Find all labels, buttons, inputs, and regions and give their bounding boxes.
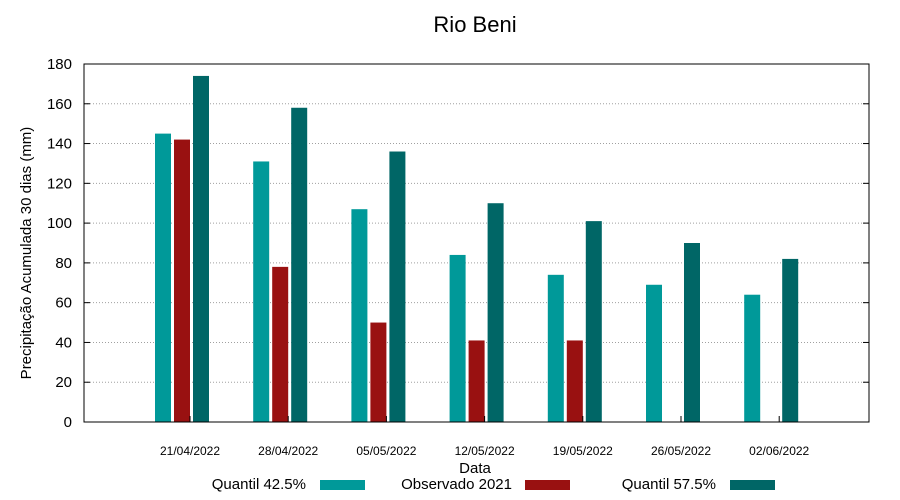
- x-tick-label: 19/05/2022: [553, 444, 613, 458]
- bar-quantil-57-5: [585, 221, 602, 422]
- chart-title: Rio Beni: [433, 12, 516, 37]
- bar-quantil-42-5: [449, 254, 466, 422]
- y-tick-label: 80: [55, 255, 72, 272]
- legend: Quantil 42.5% Observado 2021 Quantil 57.5%: [212, 476, 775, 493]
- legend-label: Quantil 42.5%: [212, 476, 306, 493]
- bar-quantil-42-5: [155, 133, 171, 422]
- bars: [155, 75, 799, 423]
- bar-quantil-57-5: [487, 203, 504, 422]
- legend-swatch: [525, 480, 570, 490]
- bar-quantil-57-5: [193, 75, 209, 422]
- x-tick-label: 21/04/2022: [160, 444, 220, 458]
- y-tick-label: 100: [47, 215, 72, 232]
- bar-quantil-42-5: [351, 209, 368, 422]
- y-tick-label: 60: [55, 295, 72, 312]
- bar-quantil-57-5: [389, 151, 406, 422]
- x-tick-label: 26/05/2022: [651, 444, 711, 458]
- y-tick-label: 180: [47, 56, 72, 73]
- bar-quantil-42-5: [253, 161, 270, 422]
- bar-quantil-42-5: [646, 284, 662, 422]
- bar-observado-2021: [468, 340, 485, 422]
- x-tick-label: 28/04/2022: [258, 444, 318, 458]
- x-axis-label: Data: [459, 460, 491, 477]
- bar-observado-2021: [370, 322, 387, 422]
- y-tick-label: 160: [47, 96, 72, 113]
- y-tick-label: 20: [55, 374, 72, 391]
- y-tick-label: 120: [47, 175, 72, 192]
- bar-observado-2021: [566, 340, 583, 422]
- x-tick-label: 02/06/2022: [749, 444, 809, 458]
- bar-observado-2021: [272, 266, 289, 422]
- legend-swatch: [320, 480, 365, 490]
- bar-quantil-57-5: [782, 258, 799, 422]
- legend-label: Observado 2021: [401, 476, 512, 493]
- legend-label: Quantil 57.5%: [622, 476, 716, 493]
- plot-frame: [83, 63, 870, 423]
- bar-observado-2021: [174, 139, 190, 423]
- bar-quantil-57-5: [291, 107, 308, 422]
- y-axis-ticks: 0 20 40 60 80 100 120 140 160 180: [47, 56, 869, 431]
- x-tick-label: 05/05/2022: [356, 444, 416, 458]
- grid-lines: [84, 103, 869, 383]
- x-tick-label: 12/05/2022: [455, 444, 515, 458]
- bar-quantil-42-5: [744, 294, 761, 422]
- y-tick-label: 0: [64, 414, 72, 431]
- bar-quantil-57-5: [684, 243, 700, 422]
- bar-quantil-42-5: [547, 274, 564, 422]
- y-tick-label: 140: [47, 136, 72, 153]
- y-axis-label: Precipitação Acumulada 30 dias (mm): [18, 127, 35, 380]
- x-axis-ticks: 21/04/2022 28/04/2022 05/05/2022 12/05/2022…: [160, 416, 810, 458]
- legend-swatch: [730, 480, 775, 490]
- y-tick-label: 40: [55, 334, 72, 351]
